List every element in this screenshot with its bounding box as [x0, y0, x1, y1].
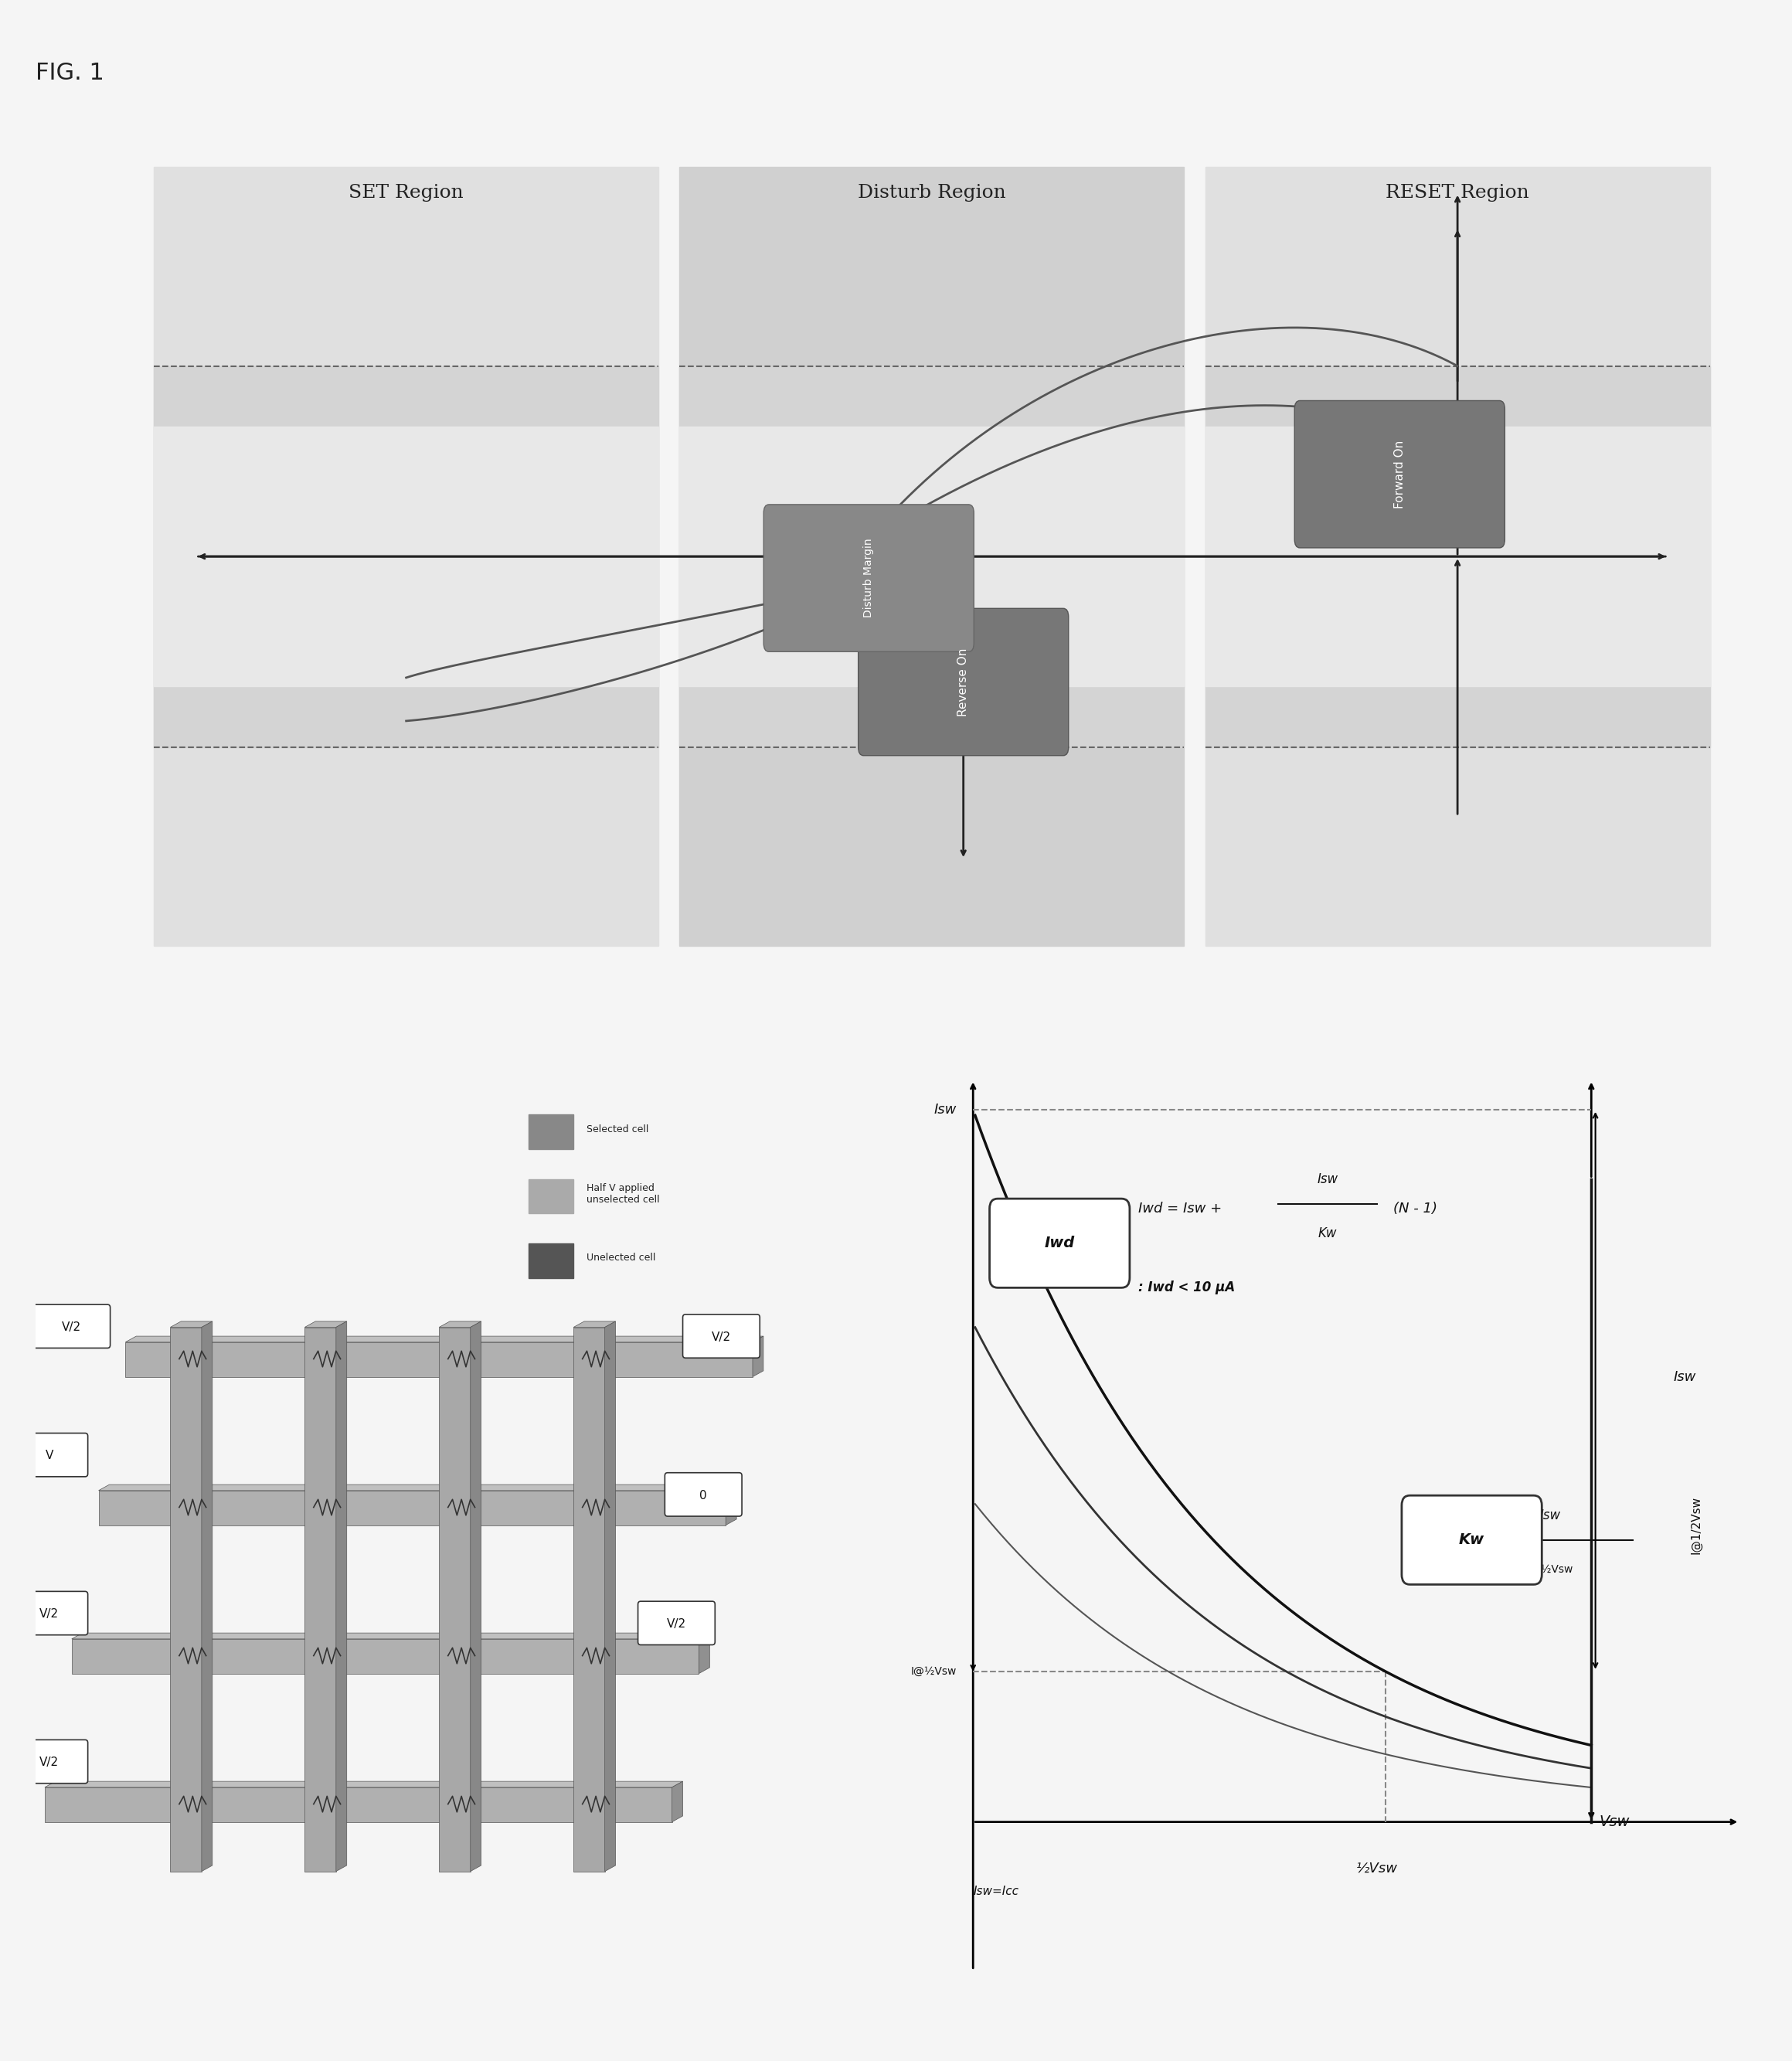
Text: Unelected cell: Unelected cell	[588, 1253, 656, 1263]
Text: Selected cell: Selected cell	[588, 1125, 649, 1134]
Text: Reverse On: Reverse On	[957, 647, 969, 715]
Text: I@½Vsw: I@½Vsw	[910, 1665, 957, 1678]
Polygon shape	[753, 1336, 763, 1377]
Polygon shape	[439, 1321, 480, 1327]
Text: V/2: V/2	[711, 1331, 731, 1344]
Text: Vsw: Vsw	[1600, 1814, 1631, 1830]
Text: I@1/2Vsw: I@1/2Vsw	[1690, 1496, 1702, 1554]
Polygon shape	[573, 1327, 606, 1871]
FancyBboxPatch shape	[638, 1601, 715, 1645]
Text: Kw: Kw	[1459, 1533, 1484, 1548]
Text: Half V applied
unselected cell: Half V applied unselected cell	[588, 1183, 659, 1204]
FancyBboxPatch shape	[683, 1315, 760, 1358]
Text: 0: 0	[699, 1490, 708, 1500]
Text: Disturb Margin: Disturb Margin	[864, 538, 874, 618]
FancyBboxPatch shape	[11, 1432, 88, 1476]
Polygon shape	[672, 1781, 683, 1822]
Text: ½Vsw: ½Vsw	[1357, 1861, 1398, 1876]
Polygon shape	[337, 1321, 348, 1871]
Text: =: =	[1450, 1509, 1462, 1523]
Text: V/2: V/2	[63, 1321, 81, 1333]
Text: Isw: Isw	[1539, 1509, 1561, 1523]
Polygon shape	[99, 1490, 726, 1525]
Polygon shape	[99, 1484, 737, 1490]
Bar	[529, 1115, 573, 1150]
Bar	[154, 367, 658, 746]
Polygon shape	[699, 1632, 710, 1674]
Polygon shape	[470, 1321, 480, 1871]
FancyBboxPatch shape	[11, 1591, 88, 1634]
FancyBboxPatch shape	[763, 505, 973, 651]
FancyBboxPatch shape	[1401, 1496, 1541, 1585]
Polygon shape	[125, 1342, 753, 1377]
Polygon shape	[726, 1484, 737, 1525]
Polygon shape	[305, 1327, 337, 1871]
Polygon shape	[72, 1638, 699, 1674]
Polygon shape	[606, 1321, 616, 1871]
FancyBboxPatch shape	[989, 1200, 1129, 1288]
Text: V/2: V/2	[39, 1756, 59, 1768]
FancyBboxPatch shape	[858, 608, 1068, 756]
Text: : Iwd < 10 μA: : Iwd < 10 μA	[1138, 1280, 1235, 1294]
Bar	[1206, 367, 1710, 746]
Polygon shape	[305, 1321, 348, 1327]
Text: V: V	[45, 1451, 54, 1461]
Text: Iwd: Iwd	[1045, 1237, 1075, 1251]
Text: Isw: Isw	[934, 1103, 957, 1117]
Bar	[529, 1243, 573, 1278]
Bar	[1206, 167, 1710, 946]
FancyBboxPatch shape	[1294, 400, 1505, 548]
Polygon shape	[573, 1321, 616, 1327]
Text: V/2: V/2	[667, 1618, 686, 1630]
Text: V/2: V/2	[39, 1608, 59, 1620]
Text: Isw: Isw	[1317, 1173, 1339, 1185]
Text: RESET Region: RESET Region	[1385, 183, 1529, 202]
Polygon shape	[439, 1327, 470, 1871]
Text: Disturb Region: Disturb Region	[858, 183, 1005, 202]
Bar	[1206, 427, 1710, 686]
Bar	[154, 167, 658, 946]
FancyBboxPatch shape	[11, 1739, 88, 1783]
Text: Iwd = Isw +: Iwd = Isw +	[1138, 1202, 1222, 1216]
Text: Kw: Kw	[1319, 1226, 1337, 1241]
Bar	[679, 427, 1185, 686]
Text: Isw: Isw	[1674, 1371, 1697, 1383]
Bar	[154, 427, 658, 686]
Polygon shape	[125, 1336, 763, 1342]
FancyBboxPatch shape	[665, 1474, 742, 1517]
Polygon shape	[45, 1787, 672, 1822]
Polygon shape	[170, 1327, 202, 1871]
Text: Isw=Icc: Isw=Icc	[973, 1886, 1018, 1896]
Bar	[679, 167, 1185, 946]
Polygon shape	[45, 1781, 683, 1787]
Text: (N - 1): (N - 1)	[1394, 1202, 1437, 1216]
Text: FIG. 1: FIG. 1	[36, 62, 104, 85]
Bar	[529, 1179, 573, 1214]
Text: SET Region: SET Region	[349, 183, 464, 202]
Polygon shape	[170, 1321, 213, 1327]
FancyBboxPatch shape	[34, 1305, 111, 1348]
Text: I@½Vsw: I@½Vsw	[1527, 1564, 1573, 1575]
Polygon shape	[72, 1632, 710, 1638]
Polygon shape	[202, 1321, 213, 1871]
Bar	[679, 367, 1185, 746]
Text: Forward On: Forward On	[1394, 441, 1405, 509]
